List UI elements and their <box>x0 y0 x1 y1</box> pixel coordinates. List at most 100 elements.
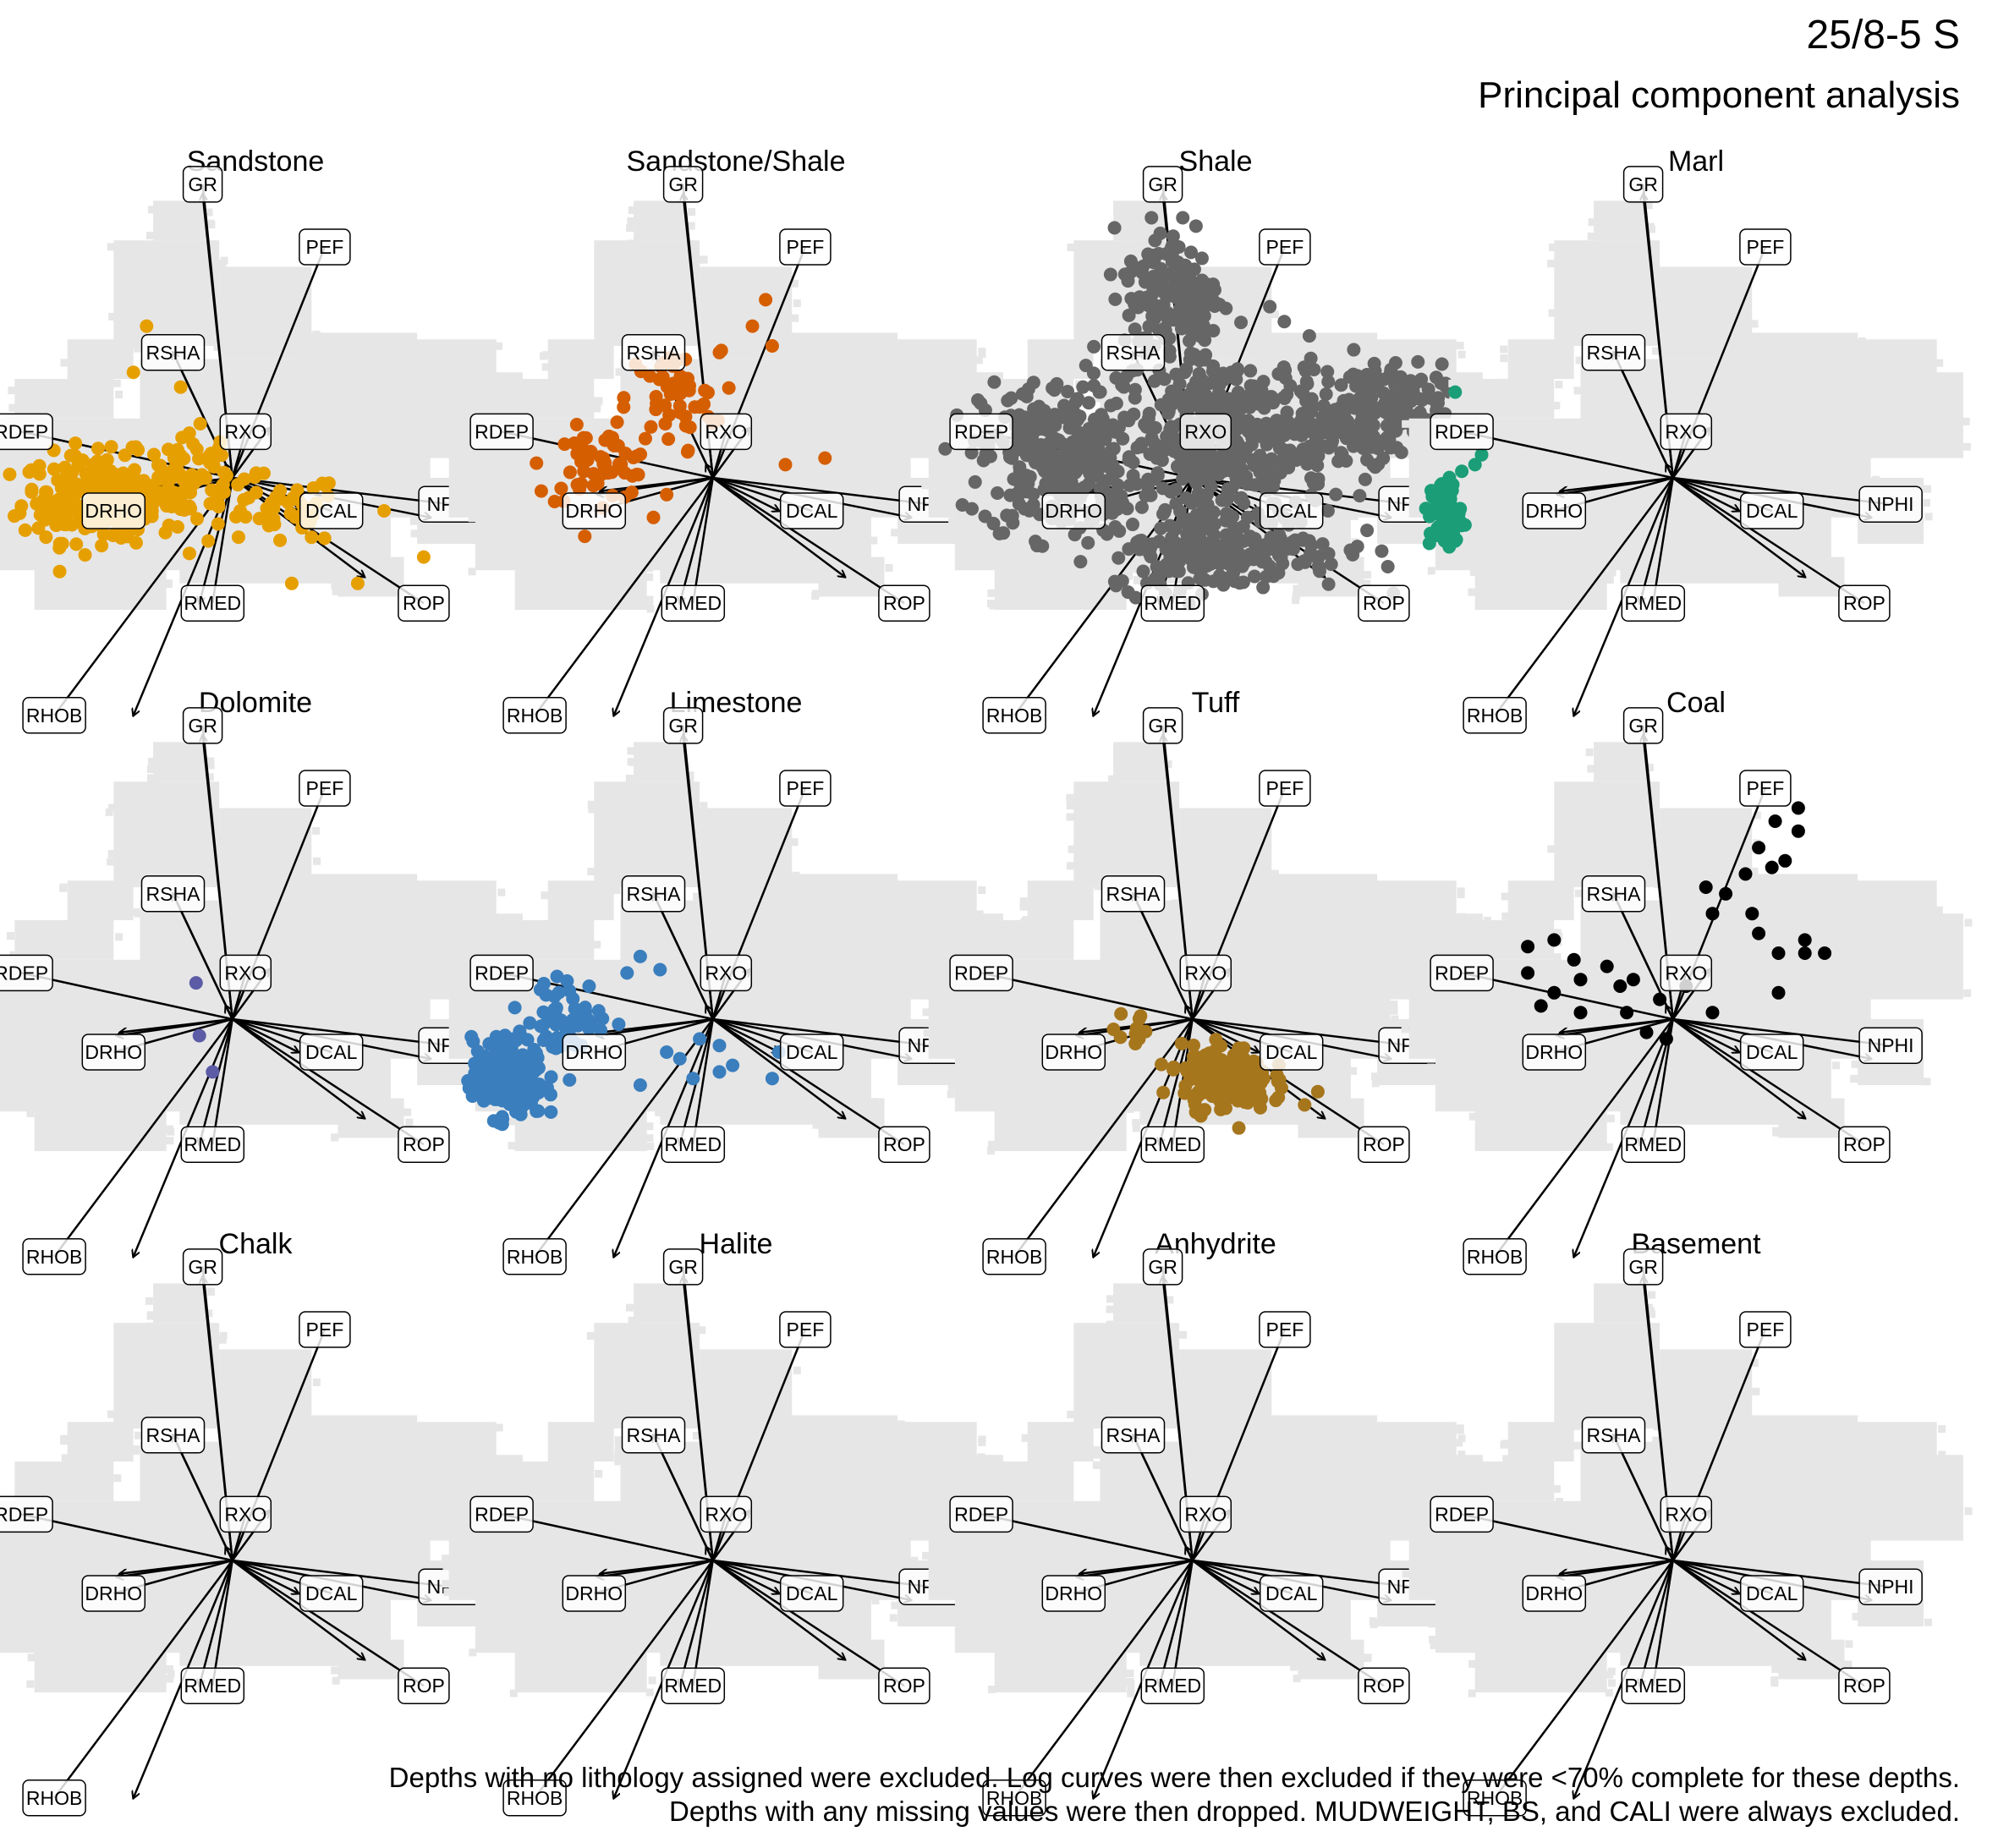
background-point <box>1377 905 1386 913</box>
data-point <box>660 487 674 502</box>
background-point <box>148 757 156 765</box>
background-point <box>211 1412 219 1421</box>
background-point <box>391 1648 399 1657</box>
background-region <box>1554 240 1660 346</box>
background-point <box>172 1610 180 1619</box>
background-point <box>1180 1383 1188 1391</box>
data-point <box>1455 464 1469 479</box>
data-point <box>1115 378 1129 392</box>
background-point <box>812 589 821 598</box>
background-point <box>1733 357 1742 365</box>
label-box <box>469 954 534 992</box>
background-point <box>1825 396 1833 404</box>
background-point <box>587 1424 596 1433</box>
background-point <box>1250 1417 1259 1425</box>
data-point <box>607 438 622 452</box>
label-rhob: RHOB <box>22 1779 86 1817</box>
data-point <box>1029 535 1043 549</box>
label-text: DRHO <box>85 1041 142 1063</box>
background-point <box>1106 1305 1114 1313</box>
label-box <box>1101 1417 1166 1454</box>
background-point <box>1871 449 1880 458</box>
background-point <box>1253 1472 1261 1480</box>
label-drho: DRHO <box>1041 1575 1106 1612</box>
data-point <box>1153 370 1167 385</box>
background-point <box>1370 1620 1378 1629</box>
background-point <box>1427 1063 1435 1072</box>
label-box <box>1142 707 1183 744</box>
data-point <box>658 398 672 413</box>
background-points <box>0 742 530 1151</box>
label-text: RHOB <box>507 1787 563 1809</box>
data-point <box>141 487 156 502</box>
label-rmed: RMED <box>661 1126 726 1163</box>
background-point <box>138 1015 146 1023</box>
background-region <box>1113 1283 1166 1324</box>
label-rhob: RHOB <box>502 1779 567 1817</box>
label-box <box>878 584 930 622</box>
background-region <box>1778 1639 1845 1680</box>
background-point <box>987 1147 996 1155</box>
data-point <box>1207 299 1221 313</box>
label-text: DCAL <box>305 1041 358 1063</box>
label-rxo: RXO <box>1660 413 1713 451</box>
data-point <box>1077 480 1091 495</box>
label-text: GR <box>188 173 217 195</box>
label-text: DRHO <box>565 1041 623 1063</box>
label-text: RMED <box>1624 592 1682 614</box>
background-point <box>1468 1659 1477 1668</box>
label-rhob: RHOB <box>982 1238 1046 1275</box>
label-pef: PEF <box>779 228 832 266</box>
label-rsha: RSHA <box>1581 1417 1646 1454</box>
label-rmed: RMED <box>1621 1126 1686 1163</box>
data-point <box>1170 445 1184 459</box>
label-rdep: RDEP <box>949 954 1013 992</box>
background-region <box>1113 742 1166 782</box>
data-point <box>1413 405 1427 420</box>
data-point <box>1068 436 1082 450</box>
background-point <box>1850 482 1858 491</box>
background-point <box>205 208 213 217</box>
background-point <box>1938 1450 1946 1459</box>
data-point <box>211 517 225 531</box>
data-point <box>1311 449 1326 463</box>
data-point <box>1312 550 1326 564</box>
data-point <box>1176 472 1190 486</box>
data-point <box>1256 580 1271 595</box>
background-point <box>790 279 799 288</box>
background-point <box>145 1322 154 1330</box>
label-box <box>1041 492 1106 529</box>
background-point <box>357 905 365 913</box>
label-box <box>398 584 450 622</box>
label-box <box>1041 1034 1106 1071</box>
background-point <box>1651 347 1660 355</box>
loading-arrow-drho <box>1557 1017 1673 1036</box>
data-point <box>1208 517 1222 531</box>
background-point <box>113 379 121 387</box>
label-box <box>878 1667 930 1704</box>
data-point <box>765 339 779 353</box>
background-point <box>468 514 476 523</box>
background-point <box>211 329 219 337</box>
background-point <box>648 1676 656 1685</box>
background-point <box>8 403 17 412</box>
data-point <box>305 530 319 545</box>
data-point <box>1347 343 1361 357</box>
background-point <box>1250 1481 1259 1489</box>
data-point <box>1166 536 1180 551</box>
figure-subtitle: Principal component analysis <box>1478 74 1960 116</box>
background-point <box>1501 1439 1509 1448</box>
data-point <box>1178 1078 1193 1093</box>
label-gr: GR <box>182 707 223 744</box>
lithology-points <box>461 949 786 1132</box>
background-point <box>1823 986 1831 995</box>
label-rxo: RXO <box>1660 1495 1713 1533</box>
background-point <box>489 399 497 408</box>
label-text: RDEP <box>0 1503 48 1525</box>
background-point <box>219 1401 228 1409</box>
label-text: ROP <box>883 592 925 614</box>
data-point <box>103 463 118 478</box>
label-pef: PEF <box>779 770 832 807</box>
data-point <box>1375 544 1389 558</box>
data-point <box>1243 529 1257 544</box>
